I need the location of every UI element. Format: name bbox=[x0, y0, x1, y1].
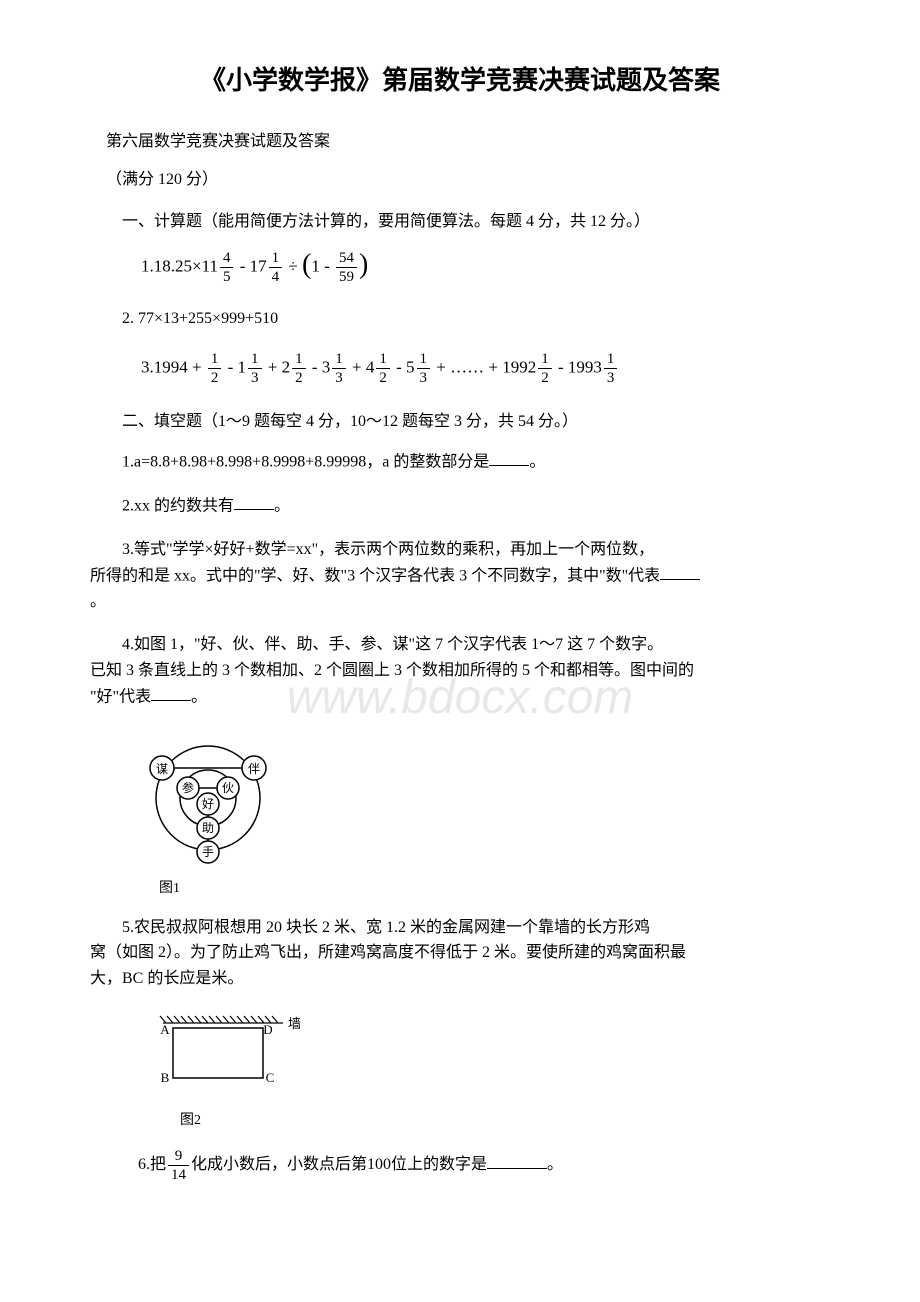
q3-l2: 所得的和是 xx。式中的"学、好、数"3 个汉字各代表 3 个不同数字，其中"数… bbox=[90, 567, 660, 584]
figure-2: A D 墙 B C 图2 bbox=[138, 1010, 830, 1129]
fig2-B: B bbox=[161, 1070, 170, 1085]
fig2-C: C bbox=[266, 1070, 275, 1085]
figure-1: 谋 伴 参 伙 好 助 手 图1 bbox=[138, 728, 830, 897]
section2-q6: 6.把914化成小数后，小数点后第100位上的数字是 。 bbox=[138, 1147, 830, 1184]
fig1-huo: 伙 bbox=[222, 781, 234, 795]
q3-f1: 12 bbox=[208, 350, 222, 387]
q1-prefix: 1.18.25×11 bbox=[141, 256, 218, 275]
page-content: 《小学数学报》第届数学竞赛决赛试题及答案 第六届数学竞赛决赛试题及答案 （满分 … bbox=[90, 60, 830, 1184]
section2-q3: 3.等式"学学×好好+数学=xx"，表示两个两位数的乘积，再加上一个两位数， 所… bbox=[90, 537, 830, 614]
blank bbox=[487, 1151, 547, 1169]
page-title: 《小学数学报》第届数学竞赛决赛试题及答案 bbox=[90, 60, 830, 97]
fig1-zhu: 助 bbox=[202, 821, 214, 835]
q3-t6: - 5 bbox=[392, 357, 415, 376]
fig1-ban: 伴 bbox=[248, 762, 260, 776]
fig2-D: D bbox=[263, 1022, 272, 1037]
q3-dots: + …… + 1992 bbox=[432, 357, 536, 376]
q3-f2: 13 bbox=[248, 350, 262, 387]
blank bbox=[489, 449, 529, 467]
q3-t2: - 1 bbox=[223, 357, 246, 376]
figure2-caption: 图2 bbox=[180, 1109, 830, 1129]
q3-l1: 3.等式"学学×好好+数学=xx"，表示两个两位数的乘积，再加上一个两位数， bbox=[90, 537, 654, 563]
section2-q4: 4.如图 1，"好、伙、伴、助、手、参、谋"这 7 个汉字代表 1～7 这 7 … bbox=[90, 632, 830, 709]
q1-frac3: 5459 bbox=[336, 249, 357, 286]
section2-q1: 1.a=8.8+8.98+8.998+8.9998+8.99998，a 的整数部… bbox=[90, 449, 830, 475]
q3-t8: - 1993 bbox=[554, 357, 602, 376]
q6-suffix: 化成小数后，小数点后第100位上的数字是 bbox=[191, 1156, 487, 1173]
fig1-mou: 谋 bbox=[156, 762, 168, 776]
q4-l3: "好"代表 bbox=[90, 688, 151, 705]
q6-prefix: 6.把 bbox=[138, 1156, 166, 1173]
q1-frac1: 45 bbox=[220, 249, 234, 286]
figure1-caption: 图1 bbox=[159, 877, 830, 897]
section1-q3: 3.1994 + 12 - 113 + 212 - 313 + 412 - 51… bbox=[141, 350, 830, 387]
fig2-A: A bbox=[160, 1022, 170, 1037]
q3-prefix: 3.1994 + bbox=[141, 357, 206, 376]
q3-f7: 12 bbox=[538, 350, 552, 387]
q3-f8: 13 bbox=[604, 350, 618, 387]
q3-t5: + 4 bbox=[348, 357, 375, 376]
q5-l2: 窝（如图 2）。为了防止鸡飞出，所建鸡窝高度不得低于 2 米。要使所建的鸡窝面积… bbox=[90, 944, 686, 961]
section2-q2: 2.xx 的约数共有 。 bbox=[90, 493, 830, 519]
q4-l2: 已知 3 条直线上的 3 个数相加、2 个圆圈上 3 个数相加所得的 5 个和都… bbox=[90, 662, 694, 679]
q1-one: 1 - bbox=[311, 256, 334, 275]
q1-frac2: 14 bbox=[269, 249, 283, 286]
blank bbox=[151, 684, 191, 702]
section2-q5: 5.农民叔叔阿根想用 20 块长 2 米、宽 1.2 米的金属网建一个靠墙的长方… bbox=[90, 915, 830, 992]
blank bbox=[234, 493, 274, 511]
q3-t3: + 2 bbox=[264, 357, 291, 376]
q1-mid2: ÷ bbox=[284, 256, 302, 275]
section2-header: 二、填空题（1～9 题每空 4 分，10～12 题每空 3 分，共 54 分。） bbox=[90, 407, 830, 431]
fig1-shou: 手 bbox=[202, 845, 214, 859]
section1-header: 一、计算题（能用简便方法计算的，要用简便算法。每题 4 分，共 12 分。） bbox=[90, 207, 830, 231]
q1-mid1: - 17 bbox=[235, 256, 266, 275]
fig2-wall: 墙 bbox=[288, 1016, 301, 1031]
q6-end: 。 bbox=[547, 1156, 563, 1173]
score-note: （满分 120 分） bbox=[90, 165, 830, 189]
figure2-svg: A D 墙 B C bbox=[138, 1010, 308, 1100]
section1-q2: 2. 77×13+255×999+510 bbox=[90, 306, 830, 332]
q1-suffix: 。 bbox=[529, 453, 545, 470]
lparen: ( bbox=[302, 254, 311, 276]
q6-frac: 914 bbox=[168, 1147, 189, 1184]
q3-suffix: 。 bbox=[90, 593, 106, 610]
q2-text: 2.xx 的约数共有 bbox=[122, 497, 234, 514]
q5-l1: 5.农民叔叔阿根想用 20 块长 2 米、宽 1.2 米的金属网建一个靠墙的长方… bbox=[90, 915, 650, 941]
blank bbox=[660, 563, 700, 581]
fig1-hao: 好 bbox=[202, 797, 214, 811]
section1-q1: 1.18.25×1145 - 1714 ÷ (1 - 5459) bbox=[141, 249, 830, 286]
fig1-can: 参 bbox=[182, 780, 194, 795]
q3-f5: 12 bbox=[376, 350, 390, 387]
q5-l3: 大，BC 的长应是米。 bbox=[90, 970, 243, 987]
q3-t4: - 3 bbox=[308, 357, 331, 376]
q3-f6: 13 bbox=[417, 350, 431, 387]
q3-f3: 12 bbox=[292, 350, 306, 387]
figure1-svg: 谋 伴 参 伙 好 助 手 bbox=[138, 728, 278, 868]
q3-f4: 13 bbox=[332, 350, 346, 387]
q4-suffix: 。 bbox=[191, 688, 207, 705]
q4-l1: 4.如图 1，"好、伙、伴、助、手、参、谋"这 7 个汉字代表 1～7 这 7 … bbox=[90, 632, 663, 658]
q2-suffix: 。 bbox=[274, 497, 290, 514]
rparen: ) bbox=[359, 254, 368, 276]
q1-text: 1.a=8.8+8.98+8.998+8.9998+8.99998，a 的整数部… bbox=[122, 453, 489, 470]
subtitle: 第六届数学竞赛决赛试题及答案 bbox=[90, 127, 830, 151]
